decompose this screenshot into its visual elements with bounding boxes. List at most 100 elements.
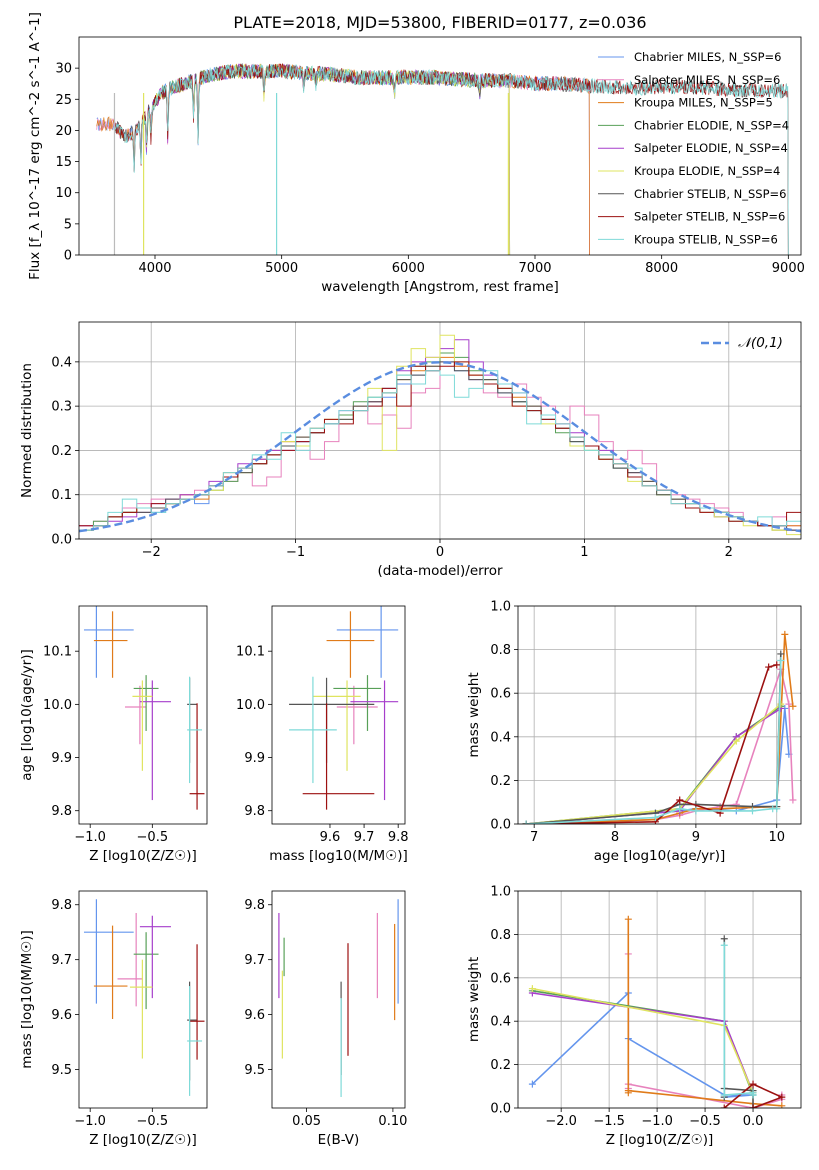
x-axis-label: mass [log10(M/M☉)] [269, 848, 408, 864]
legend-label: Kroupa ELODIE, N_SSP=4 [634, 164, 780, 178]
weight-marker [749, 1104, 757, 1108]
errorbar-kroupa-stelib [289, 676, 337, 784]
y-tick-label: 9.8 [51, 898, 72, 913]
weight-marker [777, 657, 785, 664]
y-axis-label: mass weight [466, 957, 482, 1042]
legend-label: Salpeter MILES, N_SSP=6 [634, 73, 780, 87]
y-tick-label: 9.9 [244, 751, 265, 766]
weight-marker [720, 1091, 728, 1099]
weight-line-salpeter-miles [526, 666, 794, 824]
weight-marker [732, 737, 740, 745]
mass_vs_EBV-errorbars [278, 899, 399, 1098]
weight-marker [777, 650, 785, 658]
x-tick-label: 9.6 [320, 830, 341, 845]
weight-line-kroupa-stelib [526, 660, 782, 824]
data-marks [79, 62, 801, 1108]
x-tick-label: 9.7 [354, 830, 375, 845]
y-tick-label: 9.6 [244, 1008, 265, 1023]
x-tick-label: 0.05 [292, 1114, 321, 1129]
x-tick-label: 9 [692, 830, 700, 845]
y-tick-label: 5 [64, 217, 72, 232]
mass_vs_Z-errorbars [83, 899, 205, 1096]
y-tick-label: 10.0 [43, 698, 72, 713]
plot-frame [78, 890, 208, 1109]
y-tick-label: 0.0 [490, 818, 511, 833]
errorbar-chabrier-elodie [333, 675, 382, 731]
errorbar-kroupa-miles [93, 611, 128, 678]
weight-marker [624, 915, 632, 923]
x-tick-label: 5000 [265, 261, 298, 276]
y-tick-label: 1.0 [490, 600, 511, 615]
spectrum-chabrier-stelib [114, 62, 789, 255]
errorbar-chabrier-stelib [187, 981, 198, 1081]
errorbar-kroupa-miles [326, 611, 375, 678]
y-tick-label: 10.1 [43, 645, 72, 660]
x-tick-label: −1.0 [74, 830, 106, 845]
plot-frame [517, 890, 802, 1109]
errorbar-salpeter-elodie [350, 680, 399, 801]
weight-line-kroupa-stelib [723, 945, 754, 1096]
weight-line-kroupa-elodie [532, 987, 754, 1094]
y-tick-label: 0.6 [490, 687, 511, 702]
x-axis-label: wavelength [Angstrom, rest frame] [321, 279, 559, 295]
weight-marker [789, 796, 797, 804]
y-tick-label: 9.9 [51, 751, 72, 766]
age_vs_mass-errorbars [289, 606, 399, 810]
plot-frame [517, 605, 802, 825]
y-tick-label: 0.8 [490, 928, 511, 943]
legend-label: Chabrier STELIB, N_SSP=6 [634, 187, 786, 201]
y-tick-label: 0.0 [51, 533, 72, 548]
x-axis-label: E(B-V) [318, 1132, 360, 1148]
weight-line-chabrier-stelib [526, 653, 782, 824]
errorbar-chabrier-elodie [133, 675, 159, 731]
x-tick-label: 0.0 [743, 1114, 764, 1129]
x-tick-label: −0.5 [137, 1114, 169, 1129]
plot-frame [271, 890, 406, 1109]
y-tick-label: 0.4 [490, 1015, 511, 1030]
weight-marker [720, 935, 728, 943]
x-tick-label: 7000 [518, 261, 551, 276]
weight-marker [528, 1080, 536, 1088]
weight-line-chabrier-miles [531, 991, 754, 1098]
weight-marker [777, 700, 785, 708]
y-tick-label: 0.2 [490, 774, 511, 789]
errorbar-kroupa-elodie [132, 680, 153, 771]
errorbar-salpeter-elodie [139, 915, 171, 999]
weight-line-kroupa-elodie [526, 703, 782, 824]
x-tick-label: 1 [580, 545, 588, 560]
y-tick-label: 9.7 [244, 953, 265, 968]
legend-label: Salpeter ELODIE, N_SSP=4 [634, 141, 788, 155]
y-axis-label: Normed distribution [19, 363, 35, 498]
spectrum-lines [96, 62, 789, 255]
y-axis-label: mass [log10(M/M☉)] [19, 930, 35, 1069]
y-tick-label: 9.5 [244, 1063, 265, 1078]
weight-line-chabrier-elodie [532, 990, 754, 1096]
x-tick-label: −1.0 [641, 1114, 673, 1129]
weight-marker [778, 1102, 786, 1108]
errorbar-salpeter-stelib [189, 703, 205, 810]
y-tick-label: 20 [55, 124, 72, 139]
x-tick-label: 9.8 [388, 830, 409, 845]
y-tick-label: 0.4 [490, 730, 511, 745]
y-tick-label: 0 [64, 249, 72, 264]
x-axis-label: Z [log10(Z/Z☉)] [89, 1132, 197, 1148]
histograms [79, 334, 801, 536]
x-tick-label: 0.10 [378, 1114, 407, 1129]
x-tick-label: 9000 [772, 261, 805, 276]
y-tick-label: 9.5 [51, 1063, 72, 1078]
errorbar-chabrier-stelib [187, 677, 198, 763]
weight-marker [692, 807, 700, 815]
weight-marker [624, 1087, 632, 1095]
y-tick-label: 15 [55, 155, 72, 170]
spectrum-kroupa-stelib [114, 64, 789, 255]
y-tick-label: 0.3 [51, 400, 72, 415]
y-tick-label: 10.1 [236, 645, 265, 660]
errorbar-kroupa-stelib [187, 986, 203, 1096]
x-tick-label: 0 [436, 545, 444, 560]
legend-label: Chabrier ELODIE, N_SSP=4 [634, 118, 789, 132]
x-tick-label: 6000 [392, 261, 425, 276]
y-axis-label: age [log10(age/yr)] [19, 649, 35, 781]
errorbar-kroupa-stelib [187, 676, 203, 784]
errorbar-kroupa-elodie [312, 680, 361, 771]
